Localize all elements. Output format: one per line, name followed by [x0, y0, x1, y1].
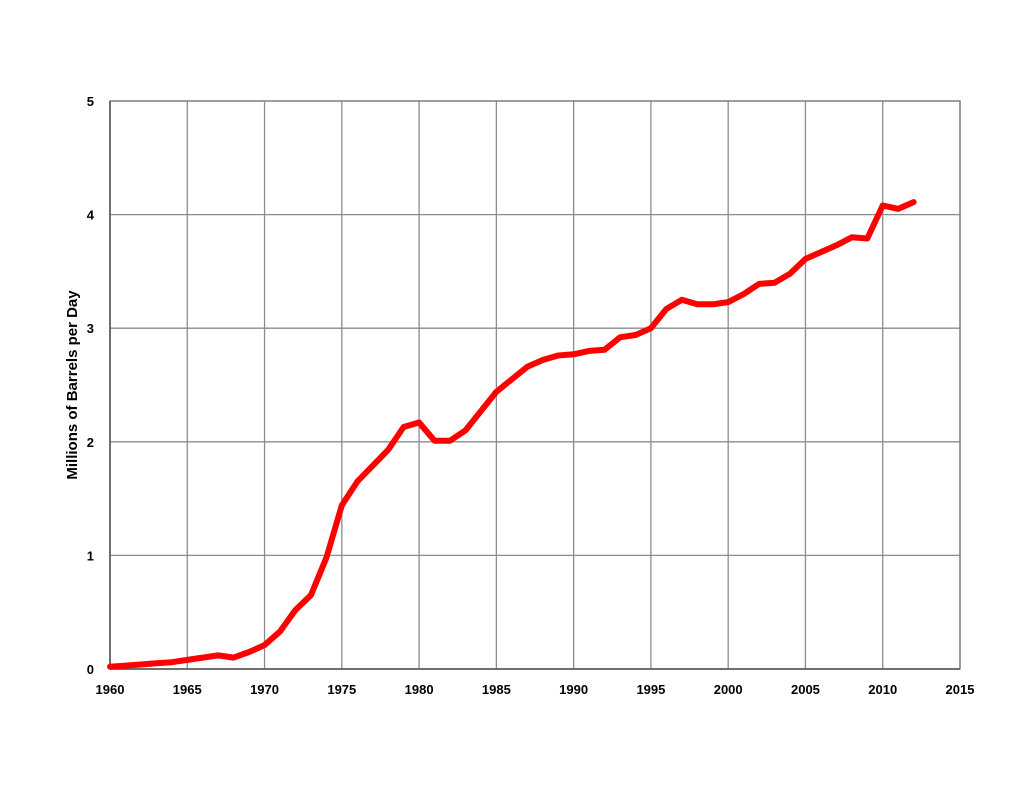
grid-lines	[109, 100, 961, 670]
y-tick-label: 0	[87, 662, 94, 677]
x-tick-label: 1980	[405, 682, 434, 697]
y-axis-tick-labels: 0 1 2 3 4 5	[87, 94, 95, 677]
series-layer	[107, 199, 917, 670]
x-tick-label: 1970	[250, 682, 279, 697]
x-tick-label: 1985	[482, 682, 511, 697]
x-tick-label: 2005	[791, 682, 820, 697]
x-tick-label: 2010	[868, 682, 897, 697]
x-tick-label: 1960	[96, 682, 125, 697]
x-tick-label: 1990	[559, 682, 588, 697]
x-axis-tick-labels: 1960 1965 1970 1975 1980 1985 1990 1995 2000 2005…	[96, 682, 975, 697]
x-tick-label: 1995	[636, 682, 665, 697]
plot-area-border	[109, 100, 961, 670]
y-tick-label: 4	[87, 208, 95, 223]
y-tick-label: 1	[87, 548, 94, 563]
x-tick-label: 1975	[327, 682, 356, 697]
x-tick-label: 2015	[946, 682, 975, 697]
y-tick-label: 3	[87, 321, 94, 336]
y-tick-label: 2	[87, 435, 94, 450]
series-line	[107, 199, 917, 670]
plot-frame	[109, 100, 961, 670]
x-tick-label: 1965	[173, 682, 202, 697]
y-axis-label: Millions of Barrels per Day	[64, 290, 81, 480]
y-tick-label: 5	[87, 94, 94, 109]
x-tick-label: 2000	[714, 682, 743, 697]
